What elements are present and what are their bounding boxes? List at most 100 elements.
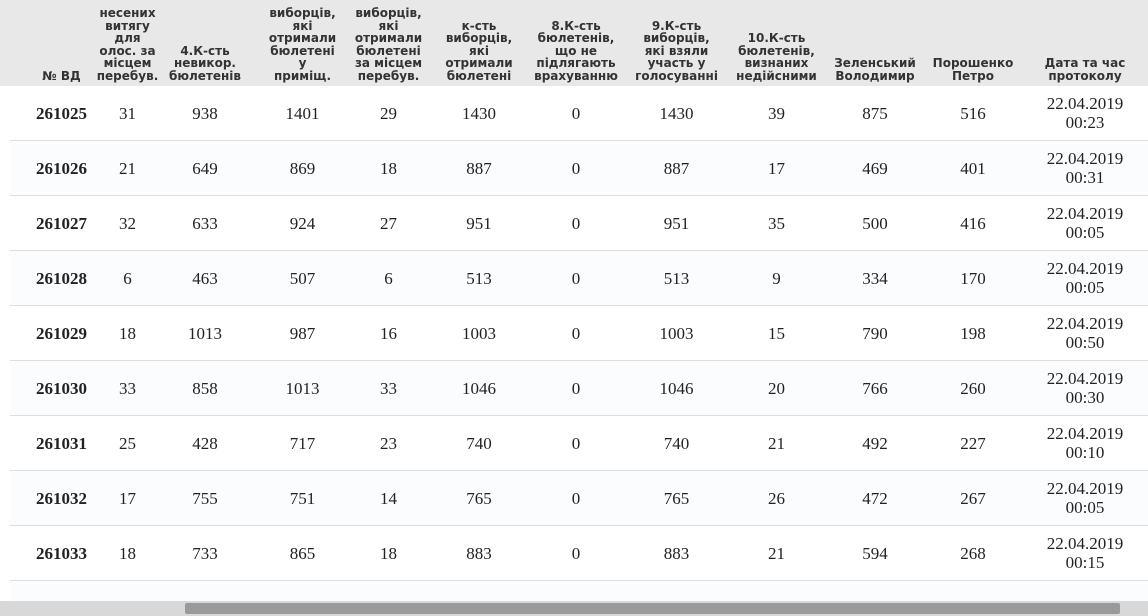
cell: 869 xyxy=(289,158,316,178)
cell: 25 xyxy=(119,433,136,453)
cell: 267 xyxy=(960,488,986,508)
cell: 766 xyxy=(862,378,888,398)
cell: 22.04.2019 00:30 xyxy=(1046,369,1124,407)
cell: 516 xyxy=(960,103,986,123)
cell: 198 xyxy=(960,323,986,343)
cell: 18 xyxy=(119,323,136,343)
cell: 18 xyxy=(380,543,397,563)
cell: 463 xyxy=(192,268,218,288)
cell: 416 xyxy=(960,213,986,233)
cell: 22.04.2019 00:05 xyxy=(1046,204,1124,242)
cell: 987 xyxy=(289,323,316,343)
row-id: 261025 xyxy=(36,103,87,123)
cell: 1046 xyxy=(462,378,496,398)
table-row xyxy=(10,251,1148,306)
cell: 887 xyxy=(466,158,492,178)
cell: 18 xyxy=(380,158,397,178)
cell: 31 xyxy=(119,103,136,123)
cell: 22.04.2019 00:23 xyxy=(1046,94,1124,132)
table-row xyxy=(10,361,1148,416)
cell: 9 xyxy=(772,268,781,288)
table-row xyxy=(10,141,1148,196)
cell: 22.04.2019 00:31 xyxy=(1046,149,1124,187)
header-cell: 8.К-сть бюлетенів, що не підлягають врах… xyxy=(534,18,618,83)
cell: 22.04.2019 00:10 xyxy=(1046,424,1124,462)
row-id: 261033 xyxy=(36,543,87,563)
cell: 951 xyxy=(466,213,492,233)
cell: 594 xyxy=(862,543,888,563)
cell: 858 xyxy=(192,378,218,398)
cell: 32 xyxy=(119,213,136,233)
cell: 33 xyxy=(119,378,136,398)
table-row xyxy=(10,306,1148,361)
table-row xyxy=(10,471,1148,526)
cell: 0 xyxy=(571,158,581,178)
header-cell: несених витягу для олос. за місцем переб… xyxy=(96,6,159,83)
header-cell: 4.К-сть невикор. бюлетенів xyxy=(168,43,242,83)
cell: 22.04.2019 00:15 xyxy=(1046,534,1124,572)
cell: 17 xyxy=(768,158,785,178)
cell: 1013 xyxy=(188,323,222,343)
row-id: 261030 xyxy=(36,378,87,398)
row-id: 261027 xyxy=(36,213,87,233)
cell: 27 xyxy=(380,213,397,233)
table-row xyxy=(10,196,1148,251)
cell: 765 xyxy=(663,488,690,508)
cell: 1430 xyxy=(659,103,694,123)
cell: 492 xyxy=(862,433,888,453)
cell: 883 xyxy=(466,543,492,563)
cell: 875 xyxy=(862,103,888,123)
cell: 6 xyxy=(123,268,132,288)
header-cell: к-сть виборців, які отримали бюлетені xyxy=(445,18,513,83)
cell: 22.04.2019 00:05 xyxy=(1046,259,1124,297)
cell: 500 xyxy=(862,213,888,233)
scrollbar-thumb[interactable] xyxy=(185,603,1120,614)
table-row xyxy=(10,526,1148,581)
cell: 513 xyxy=(466,268,492,288)
cell: 1003 xyxy=(462,323,496,343)
cell: 18 xyxy=(119,543,136,563)
cell: 0 xyxy=(571,213,581,233)
cell: 1046 xyxy=(659,378,694,398)
cell: 26 xyxy=(768,488,785,508)
cell: 170 xyxy=(960,268,986,288)
row-id: 261032 xyxy=(36,488,87,508)
cell: 22.04.2019 00:05 xyxy=(1046,479,1124,517)
cell: 765 xyxy=(466,488,492,508)
cell: 21 xyxy=(119,158,136,178)
header-cell: 10.К-сть бюлетенів, визнаних недійсними xyxy=(736,31,817,83)
cell: 0 xyxy=(571,378,581,398)
header-cell: № ВД xyxy=(42,68,81,83)
cell: 740 xyxy=(466,433,492,453)
cell: 227 xyxy=(960,433,986,453)
cell: 0 xyxy=(571,488,581,508)
row-id: 261031 xyxy=(36,433,87,453)
cell: 15 xyxy=(768,323,785,343)
cell: 1430 xyxy=(462,103,496,123)
cell: 29 xyxy=(380,103,397,123)
cell: 1003 xyxy=(659,323,694,343)
header-cell: Зеленський Володимир xyxy=(834,56,916,83)
table-header: № ВД несених витягу для олос. за місцем п… xyxy=(0,0,1148,86)
header-cell: Дата та час протоколу xyxy=(1044,56,1126,83)
cell: 0 xyxy=(571,103,581,123)
row-id: 261026 xyxy=(36,158,87,178)
row-id: 261029 xyxy=(36,323,87,343)
row-id: 261028 xyxy=(36,268,87,288)
cell: 35 xyxy=(768,213,785,233)
cell: 507 xyxy=(289,268,316,288)
cell: 401 xyxy=(960,158,986,178)
cell: 0 xyxy=(571,323,581,343)
cell: 6 xyxy=(384,268,393,288)
cell: 21 xyxy=(768,543,785,563)
cell: 951 xyxy=(663,213,690,233)
cell: 717 xyxy=(289,433,316,453)
cell: 733 xyxy=(192,543,218,563)
cell: 14 xyxy=(380,488,397,508)
table-row xyxy=(10,86,1148,141)
cell: 887 xyxy=(663,158,690,178)
cell: 924 xyxy=(289,213,316,233)
cell: 23 xyxy=(380,433,397,453)
cell: 39 xyxy=(768,103,785,123)
